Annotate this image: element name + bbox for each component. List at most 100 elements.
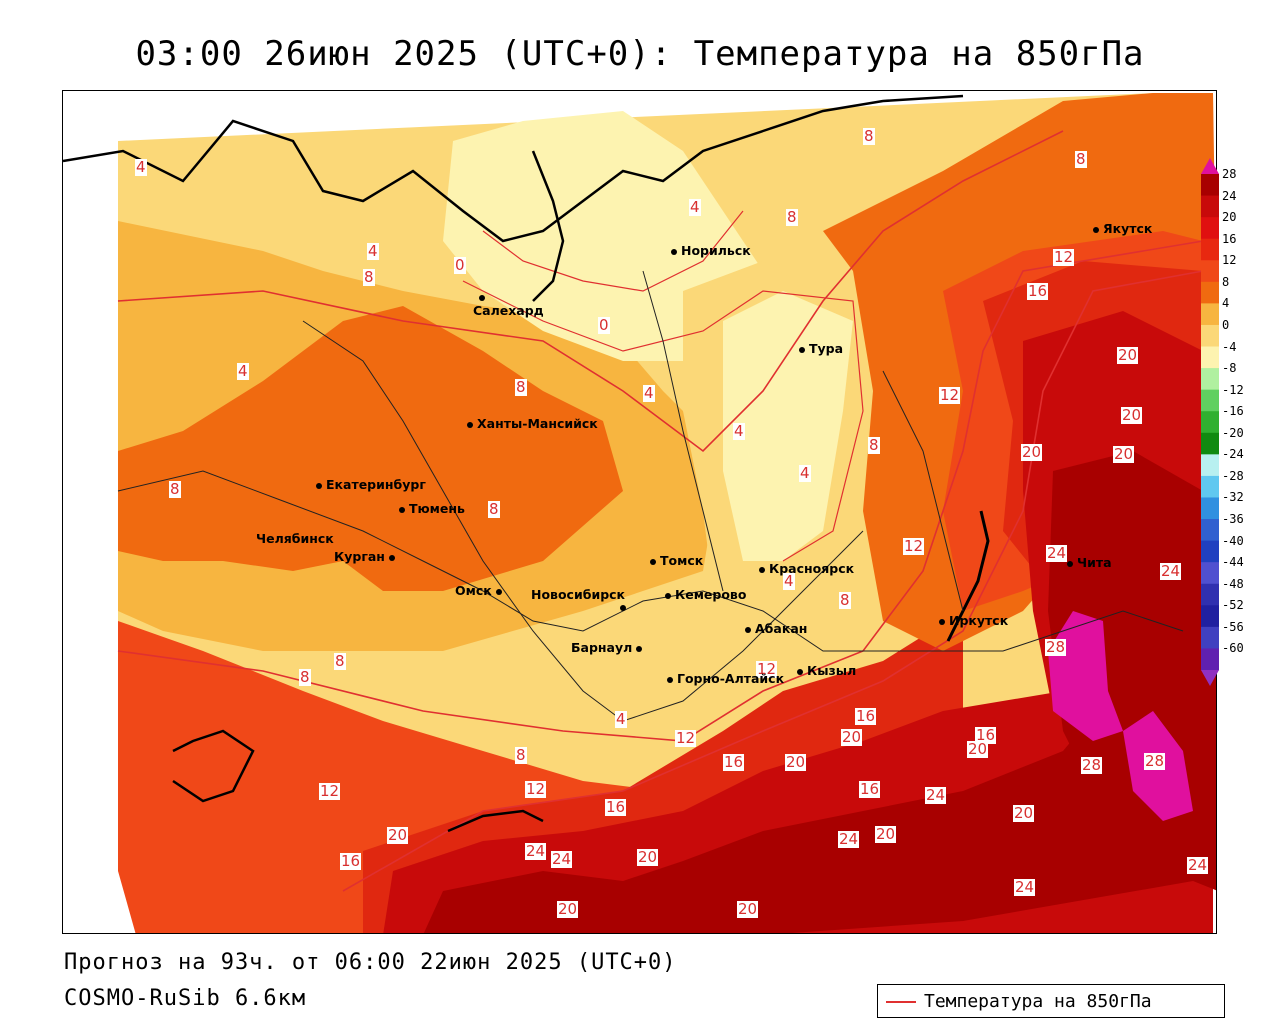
isoline-label: 20 (785, 753, 807, 771)
city-novosibirsk-dot (620, 599, 630, 614)
city-salekhard-label: Салехард (473, 303, 544, 318)
isoline-12 (117, 240, 1204, 742)
scale-cell (1201, 174, 1219, 197)
scale-label: -12 (1222, 382, 1244, 397)
scale-top-arrow (1201, 158, 1219, 174)
isoline-label: 28 (1144, 752, 1166, 770)
city-salekhard[interactable] (479, 289, 489, 304)
isoline-label: 8 (839, 591, 851, 609)
scale-label: -60 (1222, 641, 1244, 656)
isoline-label: 20 (967, 740, 989, 758)
isoline-label: 20 (1117, 346, 1139, 364)
isoline-label: 16 (859, 780, 881, 798)
city-kurgan[interactable]: Курган (334, 549, 399, 564)
city-omsk[interactable]: Омск (455, 583, 506, 598)
scale-label: -8 (1222, 361, 1237, 376)
field-4-central (723, 291, 853, 561)
scale-cell (1201, 519, 1219, 542)
isoline-label: 8 (299, 668, 311, 686)
city-yakutsk[interactable]: Якутск (1093, 221, 1152, 236)
isoline-label: 12 (756, 660, 778, 678)
isoline-label: 20 (1021, 443, 1043, 461)
scale-cell (1201, 368, 1219, 391)
legend-label: Температура на 850гПа (924, 991, 1152, 1012)
scale-label: -52 (1222, 598, 1244, 613)
field-24-southeast (423, 651, 1216, 933)
scale-cell (1201, 303, 1219, 326)
city-tomsk[interactable]: Томск (650, 553, 703, 568)
arctic-coastline (63, 94, 964, 243)
isoline-label: 8 (363, 268, 375, 286)
city-dot-icon (636, 645, 643, 652)
isoline-label: 4 (733, 422, 745, 440)
forecast-info: Прогноз на 93ч. от 06:00 22июн 2025 (UTC… (64, 950, 677, 975)
isoline-label: 24 (1187, 856, 1209, 874)
city-khanty-mansiysk[interactable]: Ханты-Мансийск (467, 416, 598, 431)
isoline-label: 4 (237, 362, 249, 380)
baikal-lake (946, 510, 990, 642)
scale-label: -56 (1222, 619, 1244, 634)
city-gorno-altaysk[interactable]: Горно-Алтайск (667, 671, 784, 686)
isoline-label: 12 (525, 780, 547, 798)
isoline-label: 20 (1013, 804, 1035, 822)
scale-label: 20 (1222, 210, 1237, 225)
scale-cell (1201, 260, 1219, 283)
city-tyumen[interactable]: Тюмень (399, 501, 465, 516)
city-barnaul[interactable]: Барнаул (571, 640, 646, 655)
isoline-label: 4 (783, 572, 795, 590)
isoline-label: 8 (515, 378, 527, 396)
city-krasnoyarsk[interactable]: Красноярск (759, 561, 854, 576)
isoline-label: 8 (169, 480, 181, 498)
city-norilsk[interactable]: Норильск (671, 243, 751, 258)
field-8-ural (118, 306, 623, 591)
yamal-coast (531, 150, 565, 302)
isoline-8-north (117, 130, 1064, 453)
scale-label: -44 (1222, 555, 1244, 570)
scale-label: -32 (1222, 490, 1244, 505)
isoline-label: 24 (1014, 878, 1036, 896)
isoline-label: 24 (525, 842, 547, 860)
city-tura[interactable]: Тура (799, 341, 843, 356)
city-dot-icon (388, 554, 395, 561)
isoline-label: 24 (925, 786, 947, 804)
isoline-label: 8 (1075, 150, 1087, 168)
isoline-label: 8 (868, 436, 880, 454)
isoline-label: 8 (786, 208, 798, 226)
scale-cell (1201, 540, 1219, 563)
color-scale-bar (1201, 158, 1219, 686)
city-kemerovo[interactable]: Кемерово (665, 587, 746, 602)
scale-label: -40 (1222, 533, 1244, 548)
city-dot-icon (745, 626, 751, 633)
scale-label: 28 (1222, 167, 1237, 181)
balkhash-lake (447, 809, 544, 833)
city-chelyabinsk[interactable]: Челябинск (256, 531, 334, 546)
isoline-label: 12 (319, 782, 341, 800)
city-kyzyl[interactable]: Кызыл (797, 663, 856, 678)
city-chita[interactable]: Чита (1067, 555, 1112, 570)
city-dot-icon (467, 421, 473, 428)
isoline-label: 20 (1121, 406, 1143, 424)
scale-label: -28 (1222, 468, 1244, 483)
isoline-label: 20 (557, 900, 579, 918)
city-dot-icon (671, 248, 677, 255)
isoline-label: 24 (838, 830, 860, 848)
isoline-label: 4 (367, 242, 379, 260)
city-novosibirsk[interactable]: Новосибирск (531, 587, 626, 602)
city-yekaterinburg[interactable]: Екатеринбург (316, 477, 426, 492)
legend-line-icon (886, 1001, 916, 1003)
city-irkutsk[interactable]: Иркутск (939, 613, 1008, 628)
scale-cell (1201, 324, 1219, 348)
scale-cell (1201, 626, 1219, 649)
temperature-map[interactable]: 4 8 8 4 8 4 8 0 0 4 12 16 20 20 20 20 12… (62, 90, 1217, 934)
isoline-label: 24 (1160, 562, 1182, 580)
scale-label: 4 (1222, 296, 1230, 311)
isoline-label: 28 (1081, 756, 1103, 774)
isoline-label: 8 (488, 500, 500, 518)
isoline-label: 16 (855, 707, 877, 725)
scale-label: 12 (1222, 253, 1237, 268)
city-abakan[interactable]: Абакан (745, 621, 807, 636)
scale-label: 24 (1222, 188, 1237, 203)
isoline-label: 16 (1027, 282, 1049, 300)
isoline-label: 20 (875, 825, 897, 843)
scale-label: -4 (1222, 339, 1237, 354)
